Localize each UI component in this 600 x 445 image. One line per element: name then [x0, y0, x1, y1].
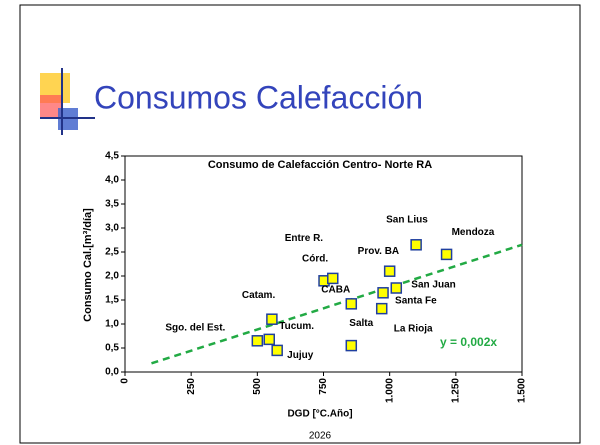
chart-title: Consumo de Calefacción Centro- Norte RA	[208, 159, 432, 171]
point	[390, 282, 403, 294]
y-tick-label: 2,5	[105, 247, 119, 258]
x-tick-label: 250	[186, 378, 197, 395]
point	[327, 272, 339, 285]
point	[377, 287, 389, 299]
point-label: Salta	[349, 318, 373, 329]
point-label: Tucum.	[279, 321, 314, 332]
point-label: Catam.	[242, 290, 276, 301]
point-label: Entre R.	[285, 233, 324, 244]
y-tick-label: 0,5	[105, 343, 119, 354]
point	[410, 239, 422, 251]
y-axis-label: Consumo Cal.[m³/día]	[82, 208, 94, 322]
point-label: San Juan	[411, 280, 455, 291]
trendline	[151, 243, 523, 365]
y-tick-label: 1,0	[105, 319, 119, 330]
y-tick-label: 4,5	[105, 151, 119, 162]
point	[375, 302, 388, 315]
point-label: Mendoza	[452, 227, 495, 238]
point-label: Jujuy	[287, 350, 314, 361]
point	[251, 335, 264, 347]
y-tick-label: 2,0	[105, 271, 119, 282]
point	[271, 344, 283, 357]
point-label: La Rioja	[394, 323, 433, 334]
annotation: y = 0,002x	[440, 335, 497, 349]
y-tick-label: 3,5	[105, 199, 119, 210]
point-label: Santa Fe	[395, 295, 437, 306]
point	[345, 298, 358, 310]
y-tick-label: 1,5	[105, 295, 119, 306]
point-label: San Lius	[386, 214, 428, 225]
slide-frame	[19, 4, 581, 444]
deco-square	[40, 95, 62, 117]
point	[383, 265, 396, 277]
point-label: Sgo. del Est.	[165, 322, 225, 333]
point-label: Córd.	[302, 253, 328, 264]
x-tick-label: 1.500	[517, 378, 528, 403]
point-label: Prov. BA	[358, 246, 400, 257]
point	[345, 339, 358, 352]
x-tick-label: 0	[120, 378, 131, 384]
y-tick-label: 0,0	[105, 367, 119, 378]
x-tick-label: 1.000	[384, 378, 395, 403]
x-tick-label: 1.250	[450, 378, 461, 403]
y-tick-label: 3,0	[105, 223, 119, 234]
footer: 2026	[309, 431, 332, 442]
y-tick-label: 4,0	[105, 175, 119, 186]
x-tick-label: 750	[318, 378, 329, 395]
x-tick-label: 500	[252, 378, 263, 395]
point	[266, 313, 278, 325]
slide-title: Consumos Calefacción	[94, 79, 423, 115]
x-axis-label: DGD [°C.Año]	[287, 409, 352, 420]
point	[440, 248, 453, 261]
point	[263, 333, 275, 346]
point-label: CABA	[321, 284, 350, 295]
